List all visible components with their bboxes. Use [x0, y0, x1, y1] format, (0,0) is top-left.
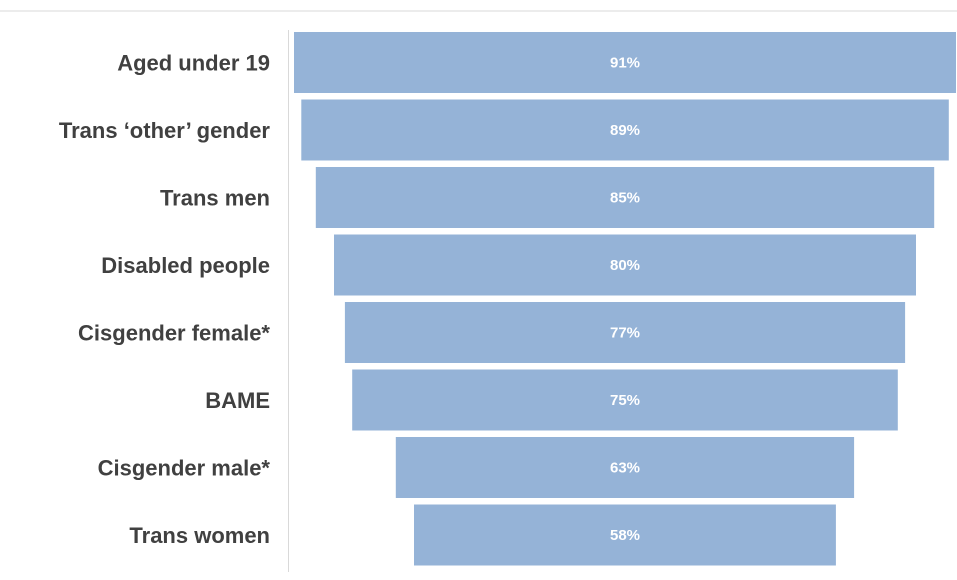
- category-label-5: Cisgender female*: [78, 321, 270, 346]
- category-label-7: Cisgender male*: [98, 456, 271, 481]
- data-label-6: 75%: [610, 392, 640, 409]
- category-label-1: Aged under 19: [117, 51, 270, 76]
- data-label-4: 80%: [610, 257, 640, 274]
- category-label-3: Trans men: [160, 186, 270, 211]
- funnel-bar-6: [352, 369, 898, 431]
- category-label-6: BAME: [205, 388, 270, 413]
- funnel-bar-1: [294, 32, 956, 93]
- funnel-bar-3: [315, 167, 935, 228]
- category-label-8: Trans women: [129, 523, 270, 548]
- category-labels-layer: Aged under 19 Trans ‘other’ gender Trans m…: [59, 51, 271, 549]
- funnel-bar-4: [334, 234, 916, 296]
- funnel-bar-2: [301, 99, 949, 161]
- data-label-5: 77%: [610, 325, 640, 342]
- data-label-8: 58%: [610, 527, 640, 544]
- bars-layer: 91% 89% 85% 80% 77% 75% 63% 58%: [294, 32, 956, 566]
- data-label-3: 85%: [610, 190, 640, 207]
- data-label-7: 63%: [610, 460, 640, 477]
- funnel-bar-8: [414, 504, 836, 566]
- data-label-1: 91%: [610, 55, 640, 72]
- funnel-bar-7: [395, 437, 855, 498]
- funnel-bar-5: [344, 302, 906, 363]
- data-label-2: 89%: [610, 122, 640, 139]
- category-label-2: Trans ‘other’ gender: [59, 118, 271, 143]
- category-label-4: Disabled people: [101, 253, 270, 278]
